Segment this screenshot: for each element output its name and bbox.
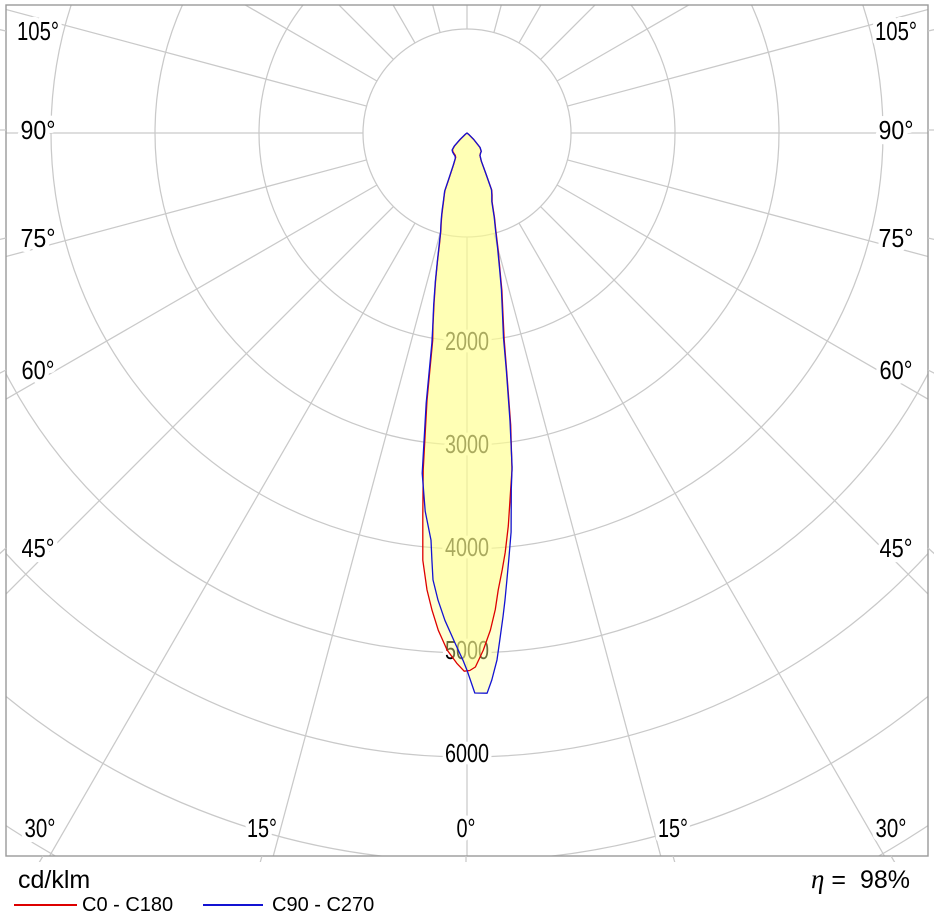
beam-fill-C0-C180 xyxy=(422,133,512,672)
ring-value-label: 6000 xyxy=(445,738,489,768)
ring-value-label: 4000 xyxy=(445,532,489,562)
grid-spoke-60 xyxy=(556,184,928,400)
polar-photometric-chart: 2000 3000 4000 5000 6000 105° 90° 75° 60° 45° 105°… xyxy=(0,4,934,867)
angle-label-right: 45° xyxy=(880,533,913,563)
angle-label-bottom: 30° xyxy=(25,813,56,843)
grid-spoke-255 xyxy=(6,8,367,107)
legend-swatch-c0-c180 xyxy=(14,904,77,906)
angle-label-bottom: 15° xyxy=(658,813,688,843)
grid-spoke-300 xyxy=(6,184,378,400)
legend-label-c0-c180: C0 - C180 xyxy=(82,894,174,916)
unit-label: cd/klm xyxy=(18,866,91,894)
angle-label-left: 75° xyxy=(21,223,56,253)
efficiency-value: 98% xyxy=(859,866,910,894)
angle-label-bottom: 30° xyxy=(876,813,907,843)
grid-spoke-345 xyxy=(272,233,441,856)
angle-label-bottom: 0° xyxy=(457,813,476,843)
grid-spoke-285 xyxy=(6,159,367,258)
ring-value-label: 3000 xyxy=(445,429,489,459)
angle-label-left: 90° xyxy=(21,115,56,145)
grid-spoke-75 xyxy=(567,159,928,258)
angle-label-left: 105° xyxy=(17,16,59,46)
ring-value-label: 5000 xyxy=(445,635,489,665)
chart-footer: cd/klm C0 - C180 C90 - C270 η = 98% xyxy=(0,856,934,920)
ring-value-label: 2000 xyxy=(445,326,489,356)
grid-spoke-105 xyxy=(567,8,928,107)
efficiency-label: η = 98% xyxy=(810,864,910,894)
legend-label-c90-c270: C90 - C270 xyxy=(272,894,375,916)
angle-label-right: 105° xyxy=(875,16,917,46)
polar-chart-canvas: 2000 3000 4000 5000 6000 105° 90° 75° 60° 45° 105°… xyxy=(0,4,934,867)
grid-spoke-315 xyxy=(6,206,394,595)
angle-label-left: 45° xyxy=(22,533,55,563)
angle-label-right: 75° xyxy=(879,223,914,253)
grid-spoke-45 xyxy=(540,206,928,595)
angle-label-left: 60° xyxy=(22,355,55,385)
eta-symbol: η xyxy=(810,864,825,894)
legend-swatch-c90-c270 xyxy=(203,904,263,906)
plot-border xyxy=(5,4,929,857)
beam-fill-C90-C270 xyxy=(422,133,513,694)
grid-spoke-15 xyxy=(493,233,662,856)
legend: C0 - C180 C90 - C270 xyxy=(0,892,934,918)
angle-label-bottom: 15° xyxy=(247,813,277,843)
curve-C90-C270 xyxy=(421,132,513,694)
grid-spoke-330 xyxy=(48,222,416,856)
polar-grid xyxy=(6,5,928,856)
angle-label-right: 90° xyxy=(879,115,914,145)
beam-area xyxy=(421,132,513,694)
grid-spoke-30 xyxy=(518,222,886,856)
angle-label-right: 60° xyxy=(880,355,913,385)
